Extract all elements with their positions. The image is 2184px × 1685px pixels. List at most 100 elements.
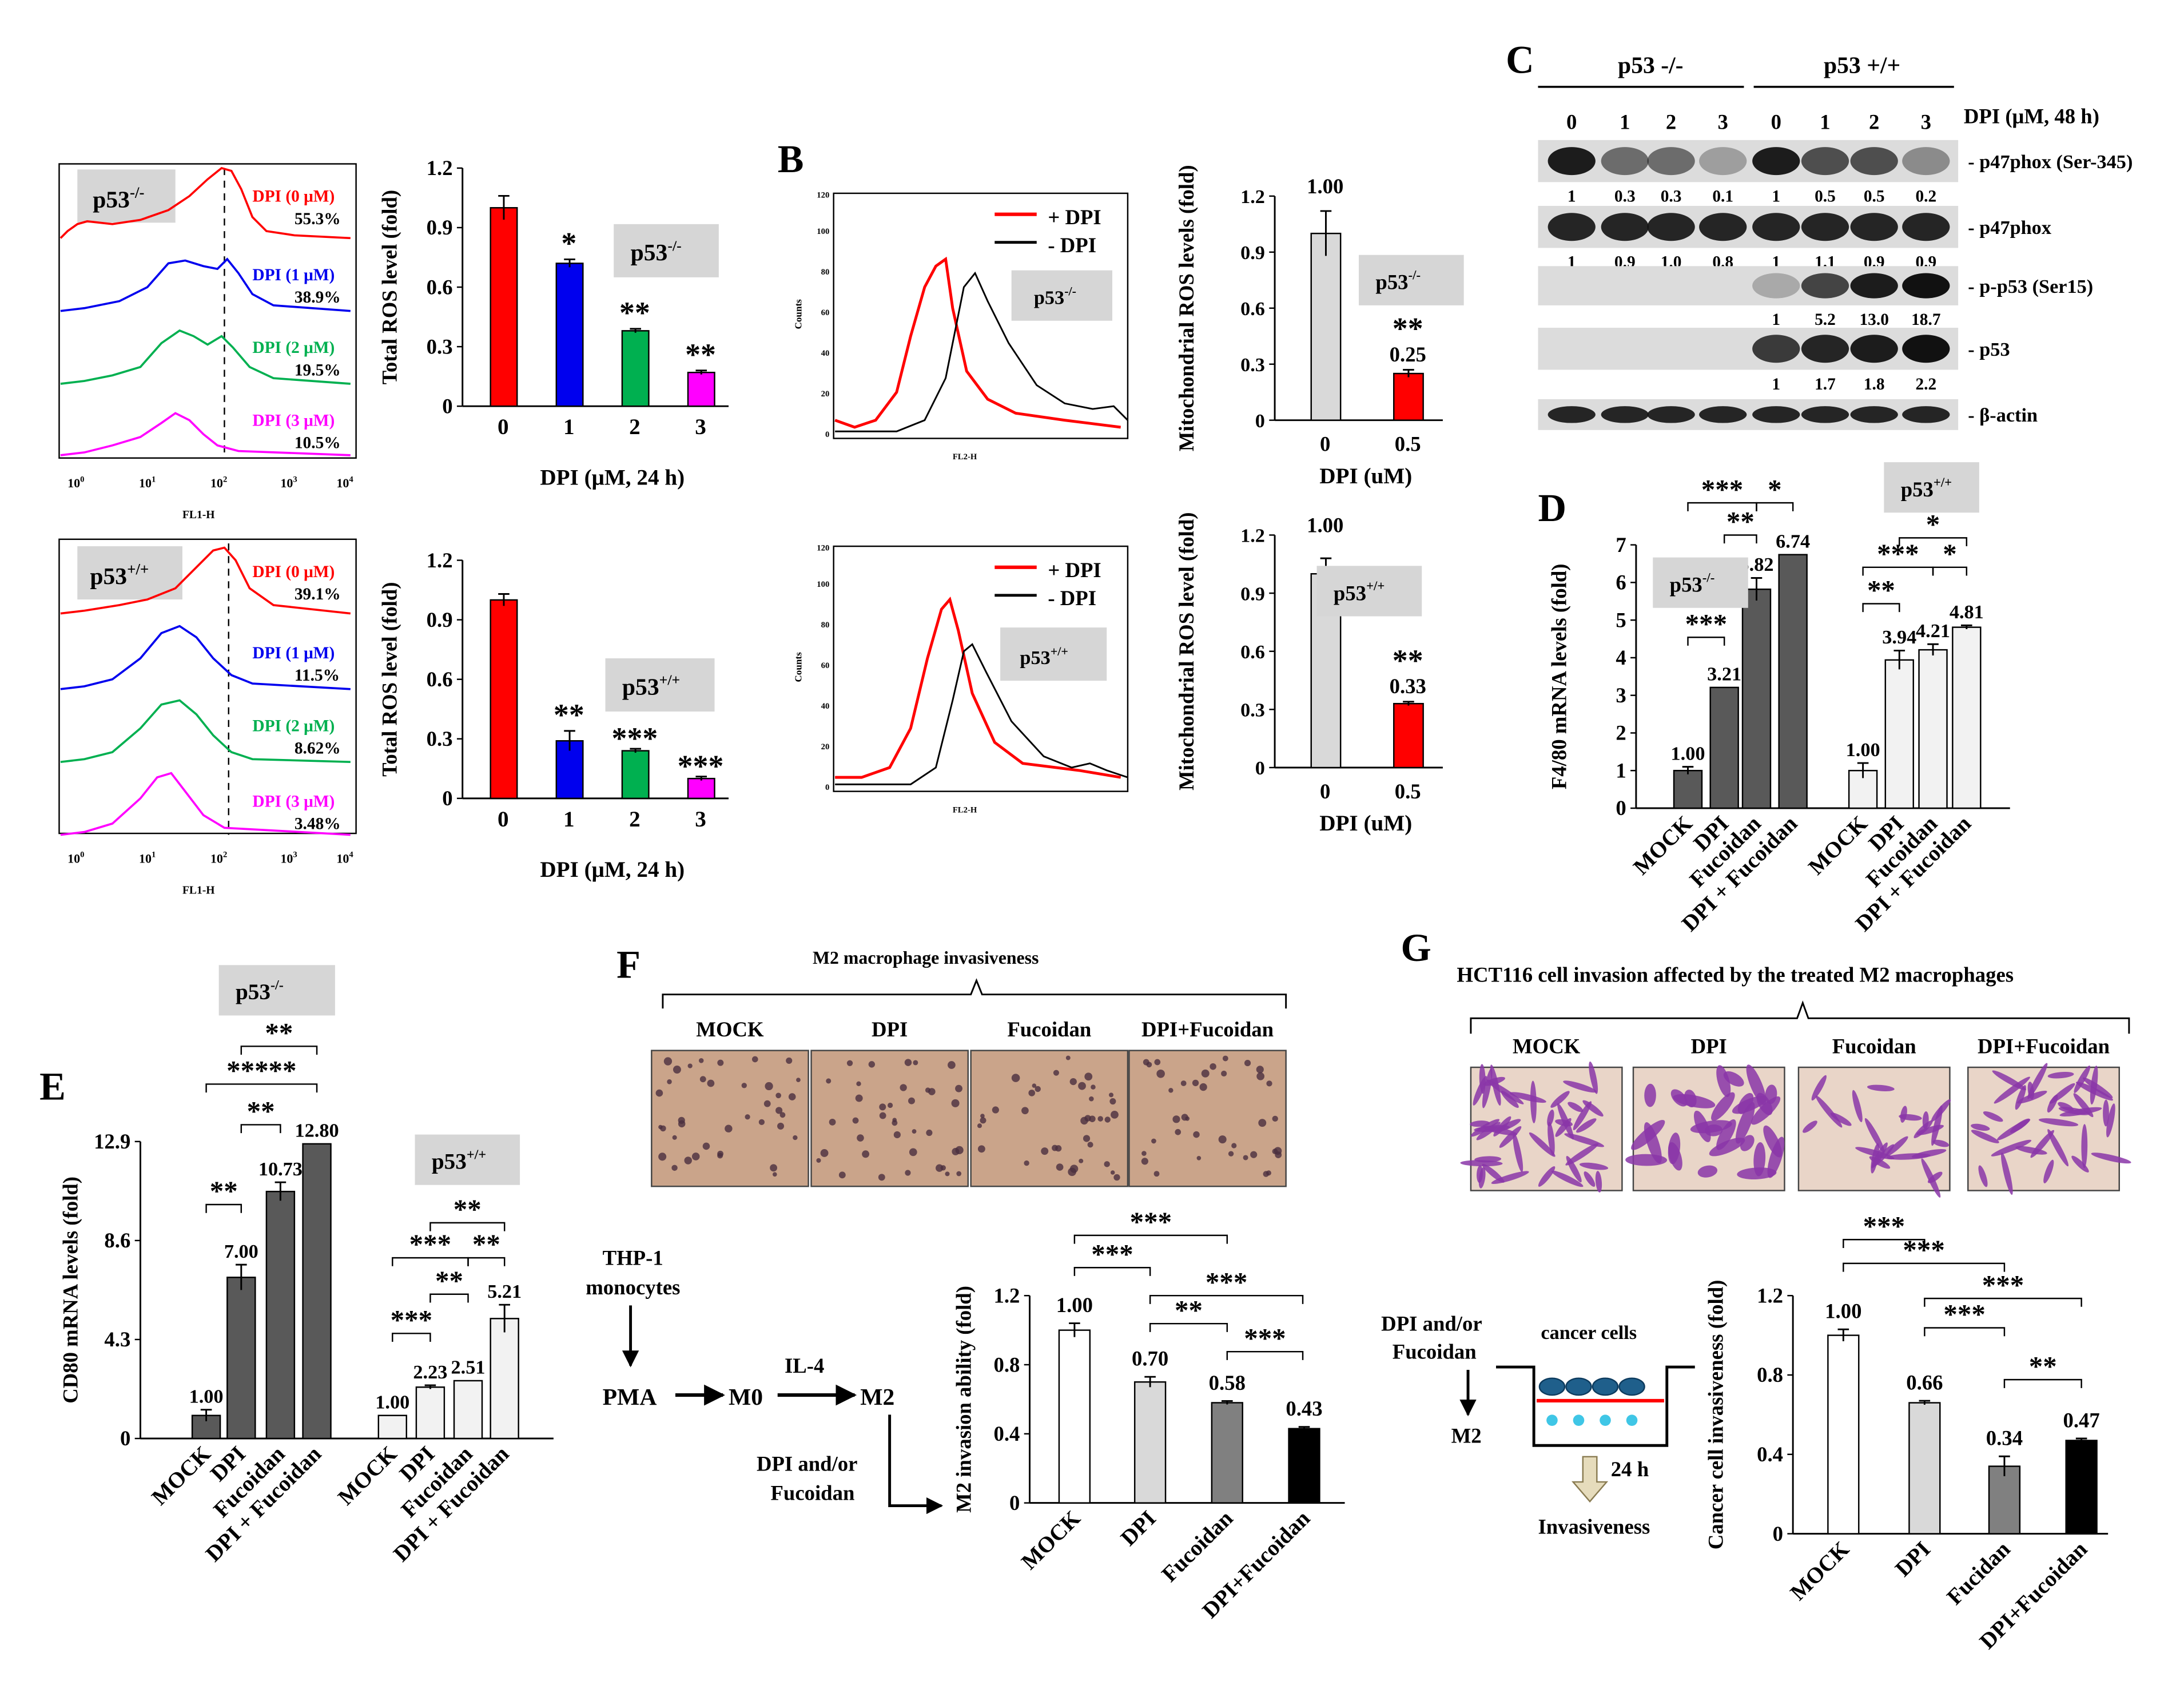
bar xyxy=(1709,686,1739,809)
hist-top-group-label: p53-/- xyxy=(1034,284,1076,309)
f-dpi-line2: Fucoidan xyxy=(770,1481,854,1505)
significance-label: *** xyxy=(1982,1269,2024,1301)
significance-label: ** xyxy=(210,1175,238,1207)
cell-mark xyxy=(1028,1090,1036,1096)
western-quant: 1.7 xyxy=(1815,375,1836,394)
cell-mark xyxy=(1180,1080,1187,1086)
cell-mark xyxy=(745,1114,750,1120)
chart-e: 0 4.3 8.6 12.9 CD80 mRNA levels (fold) 1.00 7.… xyxy=(58,965,554,1567)
western-row-label: - p-p53 (Ser15) xyxy=(1968,276,2093,297)
cell-mark xyxy=(1576,1118,1597,1133)
cell-mark xyxy=(1065,1055,1071,1060)
y-tick-label: 0.3 xyxy=(1240,700,1265,721)
f-thp1: THP-1 xyxy=(603,1246,663,1269)
x-tick-label: MOCK xyxy=(1804,811,1872,880)
y-tick-label: 0.8 xyxy=(1757,1363,1783,1386)
significance-bracket xyxy=(205,1203,242,1213)
cell-mark xyxy=(1916,1124,1944,1135)
condition-label: DPI+Fucoidan xyxy=(1141,1018,1274,1041)
significance-label: *** xyxy=(1701,474,1743,505)
g-m2: M2 xyxy=(1451,1424,1482,1447)
flow-bottom-xlabel: FL1-H xyxy=(182,884,215,896)
cell-mark xyxy=(1753,1142,1766,1177)
cell-mark xyxy=(1971,1130,1999,1143)
value-label: 1.00 xyxy=(189,1385,224,1407)
cell-mark xyxy=(2071,1155,2089,1173)
hist-bottom-group-label: p53+/+ xyxy=(1020,644,1068,669)
cell-mark xyxy=(1551,1170,1584,1187)
y-tick-label: 0 xyxy=(1773,1522,1783,1545)
y-tick-label: 1 xyxy=(1616,758,1626,782)
y-tick-label: 0.8 xyxy=(993,1353,1020,1376)
western-quant: 18.7 xyxy=(1911,311,1940,329)
chart-a-top: 0 0.3 0.6 0.9 1.2 Total ROS level (fold) 0 * 1 **… xyxy=(378,156,729,490)
cell-mark xyxy=(893,1131,901,1139)
cell-mark xyxy=(1867,1084,1895,1091)
x-tick-label: DPI xyxy=(1116,1506,1161,1551)
value-label: 0.66 xyxy=(1906,1370,1943,1394)
cell-mark xyxy=(820,1149,829,1157)
cell-mark xyxy=(691,1153,700,1161)
significance-label: *** xyxy=(1943,1298,1985,1330)
cell-mark xyxy=(1078,1082,1086,1090)
cell-mark xyxy=(826,1078,832,1084)
significance-label: * xyxy=(1768,474,1781,505)
significance-bracket xyxy=(1843,1262,2006,1272)
western-band xyxy=(1801,406,1849,423)
x-tick-label: MOCK xyxy=(1629,811,1697,880)
group-label: p53-/- xyxy=(236,977,284,1004)
panel-g-images: MOCK DPI Fucoidan DPI+Fucoidan xyxy=(1460,1035,2131,1198)
western-quant: 1 xyxy=(1772,188,1780,206)
y-tick-label: 0.3 xyxy=(427,335,453,358)
cell-mark xyxy=(1716,1065,1731,1098)
western-band xyxy=(1801,147,1849,176)
bar xyxy=(687,777,715,800)
cell-mark xyxy=(707,1079,715,1087)
micrograph xyxy=(810,1050,969,1187)
cell-mark xyxy=(1087,1142,1093,1148)
g-dpi-line1: DPI and/or xyxy=(1381,1312,1482,1335)
cell-mark xyxy=(1529,1132,1556,1157)
svg-text:0: 0 xyxy=(825,783,829,792)
cell-mark xyxy=(1151,1138,1156,1144)
svg-text:80: 80 xyxy=(821,621,830,630)
hist-bottom-curve-ctrl xyxy=(835,643,1128,785)
significance-label: * xyxy=(1926,508,1940,540)
cell-mark xyxy=(1693,1110,1711,1142)
western-band xyxy=(1699,213,1747,241)
cell-mark xyxy=(655,1089,663,1097)
cell-mark xyxy=(702,1142,710,1150)
cell-mark xyxy=(1035,1086,1041,1092)
x-tick-label: 0 xyxy=(1320,432,1330,456)
significance-label: *** xyxy=(1206,1266,1247,1298)
cell-mark xyxy=(1737,1092,1754,1114)
significance-bracket xyxy=(240,1124,281,1134)
x-tick-label: Fucidan xyxy=(1942,1537,2015,1610)
svg-text:100: 100 xyxy=(67,851,84,866)
flow-wt-label-0: DPI (0 μM) xyxy=(252,563,335,581)
cell-mark xyxy=(763,1100,771,1107)
g-cancer-cells: cancer cells xyxy=(1541,1322,1637,1344)
cell-mark xyxy=(1011,1074,1020,1082)
condition-label: DPI xyxy=(872,1018,908,1041)
cell-mark xyxy=(1983,1111,2003,1122)
cell-mark xyxy=(2047,1094,2058,1113)
cell-mark xyxy=(2074,1065,2091,1093)
cell-mark xyxy=(660,1125,666,1132)
cell-mark xyxy=(1568,1102,1584,1112)
cell-mark xyxy=(846,1060,853,1066)
flow-wt-label-1: DPI (1 μM) xyxy=(252,644,335,662)
significance-label: *** xyxy=(612,721,658,756)
significance-label: ** xyxy=(1175,1294,1203,1326)
cell-mark xyxy=(816,1158,821,1163)
cell-mark xyxy=(925,1087,931,1093)
cell-mark xyxy=(908,1097,915,1104)
cell-mark xyxy=(956,1171,962,1177)
y-axis-label: Mitochondrial ROS level (fold) xyxy=(1175,512,1198,790)
chart-g: 0 0.4 0.8 1.2 Cancer cell invasiveness (fold… xyxy=(1704,1210,2109,1654)
cell-mark xyxy=(1055,1145,1062,1152)
western-dose-label: DPI (μM, 48 h) xyxy=(1964,105,2099,128)
western-dose: 2 xyxy=(1869,110,1879,133)
chart-a-bottom: 0 0.3 0.6 0.9 1.2 Total ROS level (fold) 0 ** 1 *… xyxy=(378,549,729,882)
hist-bottom-curve-dpi xyxy=(835,597,1121,779)
